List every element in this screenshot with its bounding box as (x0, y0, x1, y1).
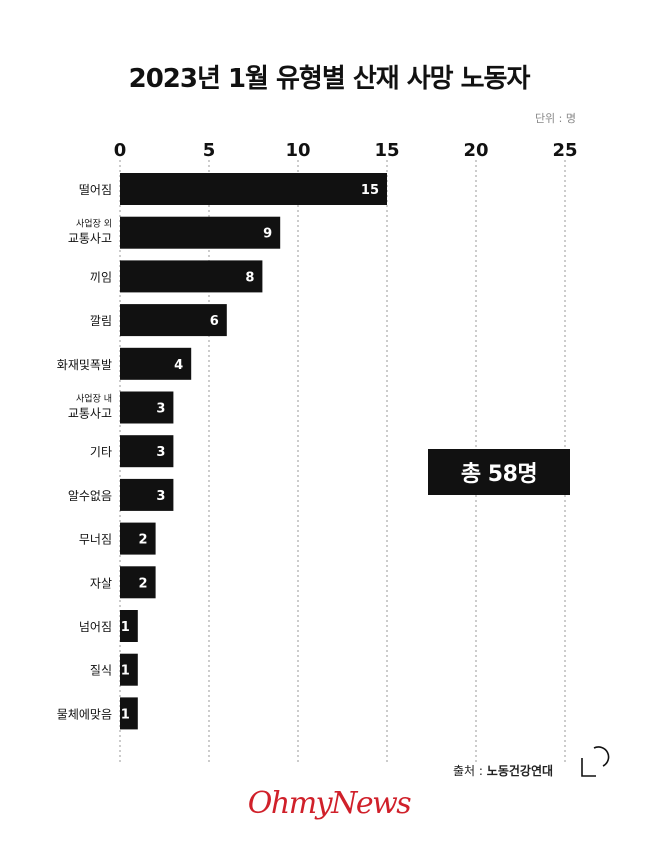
bar-value-label: 8 (245, 270, 254, 285)
category-label: 넘어짐 (79, 620, 112, 634)
bar (120, 697, 138, 730)
bar-value-label: 2 (139, 533, 148, 548)
category-label: 물체에맞음 (57, 707, 112, 721)
category-label: 깔림 (90, 314, 112, 328)
category-label: 교통사고 (68, 232, 112, 246)
bar (120, 260, 263, 293)
unit-note: 단위 : 명 (534, 112, 576, 125)
bar-value-label: 4 (174, 358, 183, 373)
bar (120, 478, 174, 511)
bar (120, 653, 138, 686)
x-tick-label: 0 (114, 140, 127, 161)
bar-value-label: 2 (139, 576, 148, 591)
category-label: 끼임 (90, 270, 112, 284)
bar-value-label: 9 (263, 227, 272, 242)
bar (120, 216, 281, 249)
x-tick-label: 10 (285, 140, 310, 161)
category-label: 무너짐 (79, 533, 112, 547)
category-label: 기타 (90, 445, 112, 459)
source-org: 노동건강연대 (486, 764, 554, 778)
category-label: 떨어짐 (79, 183, 112, 197)
bar (120, 566, 156, 599)
category-sublabel: 사업장 내 (76, 394, 112, 405)
category-sublabel: 사업장 외 (76, 218, 112, 230)
bar-value-label: 1 (121, 707, 130, 722)
bar (120, 610, 138, 642)
bar (120, 435, 174, 468)
x-tick-label: 5 (203, 140, 216, 161)
bar (120, 304, 227, 337)
category-label: 자살 (90, 576, 112, 590)
bar (120, 391, 174, 424)
bar (120, 173, 387, 205)
category-label: 화재및폭발 (57, 358, 112, 372)
bar (120, 347, 192, 380)
ohmynews-logo: OhmyNews (247, 786, 412, 821)
bar-value-label: 6 (210, 314, 219, 329)
bar-value-label: 15 (361, 183, 379, 198)
bar-value-label: 3 (156, 402, 165, 417)
chart-title: 2023년 1월 유형별 산재 사망 노동자 (128, 64, 531, 94)
source-label: 출처 : (453, 764, 483, 778)
source-note: 출처 : 노동건강연대 (453, 762, 553, 779)
bar (120, 522, 156, 555)
category-label: 질식 (90, 664, 112, 678)
category-label: 알수없음 (68, 489, 112, 503)
bar-value-label: 3 (156, 489, 165, 504)
bar-value-label: 1 (121, 664, 130, 679)
category-label: 교통사고 (68, 407, 112, 421)
x-tick-label: 20 (463, 140, 488, 161)
source-org-icon (581, 746, 610, 777)
total-badge: 총 58명 (428, 449, 570, 495)
bar-value-label: 1 (121, 620, 130, 635)
bar-value-label: 3 (156, 445, 165, 460)
x-tick-label: 25 (552, 140, 577, 161)
x-tick-label: 15 (374, 140, 399, 161)
